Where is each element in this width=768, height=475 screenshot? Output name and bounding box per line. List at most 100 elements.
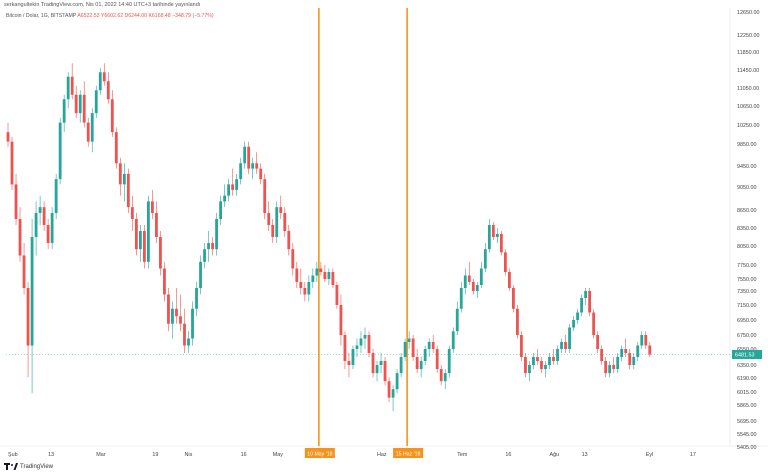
candle-body [367, 335, 371, 353]
candle-body [239, 163, 243, 180]
tradingview-footer: TradingView [4, 463, 53, 470]
candle [247, 141, 251, 174]
price-tick-label: 5865.00 [737, 403, 757, 409]
candle [379, 353, 383, 374]
candle [295, 261, 299, 288]
candle-body [18, 219, 22, 256]
candle [431, 335, 435, 353]
candle-body [94, 90, 98, 114]
candle-body [572, 320, 575, 328]
candle-body [106, 81, 110, 100]
candle [14, 173, 18, 225]
candle-body [227, 184, 231, 196]
candle [114, 127, 118, 169]
candle-body [183, 323, 186, 346]
candle [122, 163, 126, 202]
candle [564, 335, 567, 353]
candle [58, 117, 62, 185]
candle-body [311, 275, 315, 282]
candle-body [447, 349, 451, 374]
candle-body [528, 365, 531, 374]
candle-body [479, 268, 483, 285]
candle [163, 261, 166, 302]
tradingview-logo-icon [4, 463, 18, 470]
candle-body [195, 288, 198, 309]
price-tick-label: 11050.00 [737, 86, 759, 92]
candle [640, 331, 644, 349]
candle [219, 195, 222, 225]
candle-body [640, 335, 644, 346]
candle [608, 361, 612, 378]
candle-body [411, 338, 415, 357]
candle [335, 282, 339, 309]
candle [159, 231, 162, 276]
candle [491, 222, 495, 240]
candle-body [612, 365, 616, 370]
candle [275, 201, 279, 243]
candle [223, 184, 227, 208]
candle [203, 243, 206, 269]
candle [215, 213, 218, 256]
candle [644, 331, 648, 349]
candle [636, 342, 640, 361]
price-axis[interactable]: 12650.00 12250.00 11850.00 11450.00 11050.00… [737, 10, 759, 451]
candle [544, 361, 547, 378]
candle [191, 301, 194, 346]
candle [323, 265, 327, 282]
candle [303, 282, 307, 302]
candle-body [624, 349, 628, 353]
candle [134, 213, 138, 256]
candle-body [524, 357, 527, 374]
candle [604, 357, 608, 378]
price-tick-label: 6350.00 [737, 363, 757, 369]
candle [355, 338, 359, 357]
candle [411, 335, 415, 361]
candle [391, 385, 395, 412]
candle-body [415, 357, 419, 370]
candle [267, 201, 271, 231]
candle [18, 207, 22, 262]
candle [632, 353, 636, 370]
candle [536, 349, 539, 365]
candle [126, 168, 130, 213]
price-chart[interactable]: 10 May '18 15 Haz '18 12650.00 12250.00 118… [0, 0, 768, 460]
candle [560, 338, 563, 353]
candle [375, 361, 379, 382]
candle [102, 63, 106, 86]
candle-body [251, 163, 255, 169]
candle [588, 288, 592, 317]
candle-body [475, 285, 479, 291]
time-axis[interactable]: Şub 13 Mar 19 Nis 16 May Haz Tem 16 Ağu 13 Eyl 17 [8, 452, 696, 458]
date-marker-label: 10 May '18 [307, 452, 332, 458]
candle [235, 173, 239, 196]
candle-body [295, 268, 299, 282]
candle-body [102, 72, 106, 82]
candle-body [379, 361, 383, 365]
last-price-label: 6481.53 [6, 349, 762, 359]
candle-body [118, 163, 122, 185]
candle-body [391, 389, 395, 398]
candle [26, 282, 30, 378]
candle [467, 261, 471, 285]
candle-body [130, 207, 134, 219]
candle [155, 201, 158, 243]
candle-body [151, 201, 154, 213]
candle-body [644, 335, 648, 346]
candle [516, 305, 519, 339]
candle-body [544, 365, 547, 370]
candle [62, 94, 66, 133]
candle [94, 85, 98, 118]
candle [239, 157, 243, 185]
price-tick-label: 12250.00 [737, 33, 759, 39]
candle-body [616, 357, 620, 370]
candle [70, 63, 74, 100]
candle-body [576, 312, 579, 320]
candle [251, 157, 255, 180]
candle-body [552, 357, 555, 361]
candle [427, 338, 431, 357]
candle-body [580, 298, 583, 313]
candle-body [427, 342, 431, 349]
candle [271, 219, 275, 243]
candle-body [323, 272, 327, 279]
candle-body [134, 219, 138, 250]
